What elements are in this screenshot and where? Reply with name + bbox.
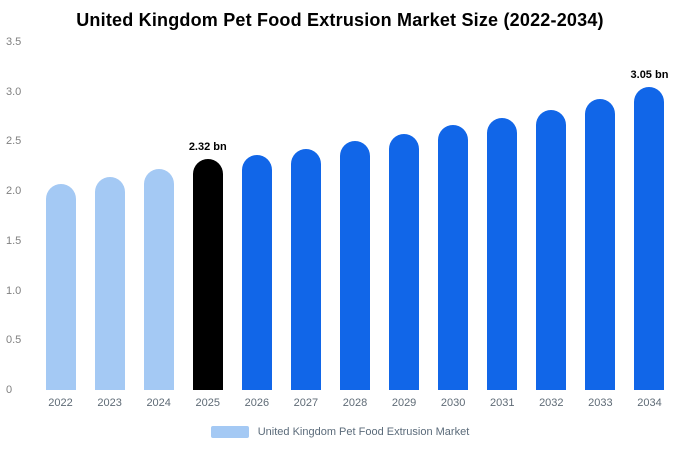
y-tick-label: 2.0 xyxy=(6,185,22,198)
bar-2023 xyxy=(94,177,125,390)
plot-area: 2022 2023 2024 2.32 bn 2025 2026 2027 2028 2029 2… xyxy=(36,42,674,409)
x-axis-label-2032: 2032 xyxy=(539,397,564,409)
bar-2030 xyxy=(438,124,469,390)
y-tick-label: 3.5 xyxy=(6,36,22,48)
x-axis-label-2026: 2026 xyxy=(244,397,270,409)
bar-slot-2030: 2030 xyxy=(429,42,478,409)
bar-value-label-2025: 2.32 bn xyxy=(188,141,227,154)
bar-slot-2025: 2.32 bn 2025 xyxy=(183,42,232,409)
x-axis-label-2024: 2024 xyxy=(146,397,171,409)
bar-slot-2027: 2027 xyxy=(281,42,330,409)
bar-slot-2033: 2033 xyxy=(576,42,625,409)
x-axis-label-2030: 2030 xyxy=(440,397,466,409)
legend: United Kingdom Pet Food Extrusion Market xyxy=(0,426,680,438)
bar-2027 xyxy=(290,149,321,390)
x-axis-label-2022: 2022 xyxy=(48,397,73,409)
x-axis-label-2027: 2027 xyxy=(293,397,319,409)
bar-2032 xyxy=(536,109,567,390)
legend-label: United Kingdom Pet Food Extrusion Market xyxy=(257,426,470,438)
y-tick-label: 0 xyxy=(6,384,13,396)
chart-title: United Kingdom Pet Food Extrusion Market… xyxy=(76,10,604,30)
chart-body: 3.5 3.0 2.5 2.0 1.5 1.0 0.5 0 2022 2023 2024 2.32 … xyxy=(0,36,680,414)
bar-slot-2032: 2032 xyxy=(527,42,576,409)
bar-slot-2029: 2029 xyxy=(380,42,429,409)
x-axis-label-2034: 2034 xyxy=(637,397,662,409)
y-tick-label: 2.5 xyxy=(6,135,22,148)
bar-2022 xyxy=(45,184,76,390)
bar-2029 xyxy=(389,134,420,390)
y-tick-label: 1.5 xyxy=(6,234,22,247)
bar-slot-2028: 2028 xyxy=(330,42,379,409)
x-axis-label-2031: 2031 xyxy=(489,397,515,409)
bar-2024 xyxy=(143,169,174,390)
bar-slot-2034: 3.05 bn 2034 xyxy=(625,42,674,409)
bar-slot-2023: 2023 xyxy=(85,42,134,409)
legend-swatch xyxy=(210,426,249,438)
x-axis-label-2025: 2025 xyxy=(195,397,220,409)
x-axis-label-2028: 2028 xyxy=(342,397,368,409)
bar-slot-2022: 2022 xyxy=(36,42,85,409)
y-tick-label: 1.0 xyxy=(6,284,22,297)
bar-slot-2031: 2031 xyxy=(478,42,527,409)
bar-2026 xyxy=(241,155,272,390)
bar-2028 xyxy=(340,141,370,390)
y-axis: 3.5 3.0 2.5 2.0 1.5 1.0 0.5 0 xyxy=(0,36,30,396)
x-axis-label-2029: 2029 xyxy=(391,397,417,409)
x-axis-label-2033: 2033 xyxy=(588,397,613,409)
bar-2034 xyxy=(634,86,665,390)
bar-slot-2024: 2024 xyxy=(134,42,183,409)
bar-slot-2026: 2026 xyxy=(232,42,281,409)
bar-2025 xyxy=(192,159,223,390)
bar-2033 xyxy=(585,98,616,390)
y-tick-label: 0.5 xyxy=(6,334,22,347)
bar-2031 xyxy=(487,117,518,390)
bar-value-label-2034: 3.05 bn xyxy=(630,68,669,81)
y-tick-label: 3.0 xyxy=(6,85,22,98)
x-axis-label-2023: 2023 xyxy=(97,397,122,409)
